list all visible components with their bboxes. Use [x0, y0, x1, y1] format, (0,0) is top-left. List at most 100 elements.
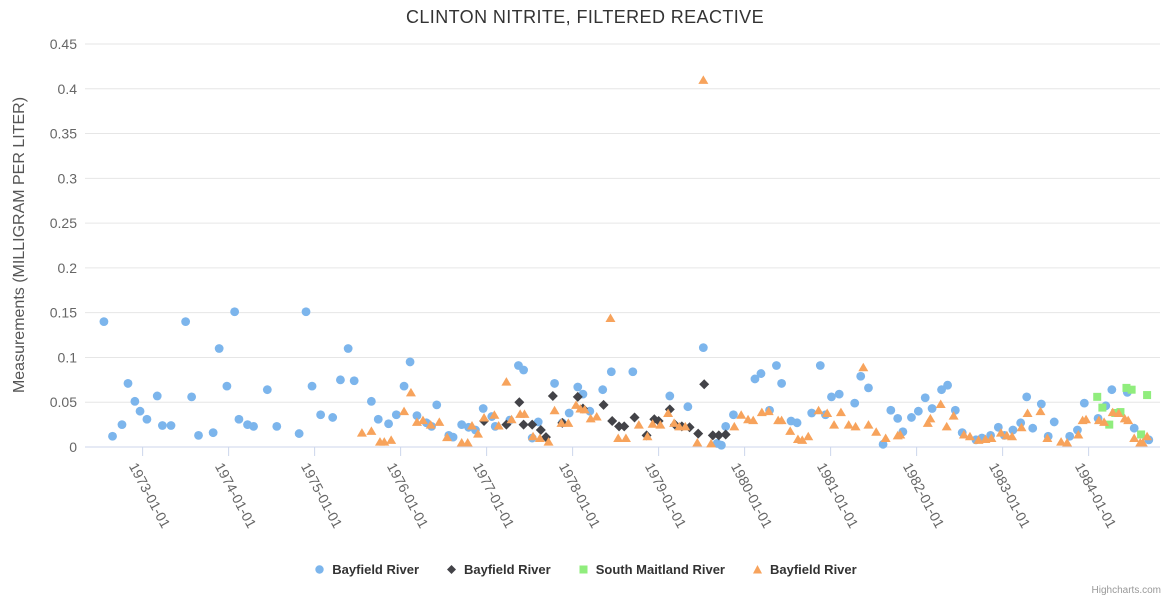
data-point[interactable]	[907, 413, 916, 422]
data-point[interactable]	[628, 367, 638, 377]
data-point[interactable]	[748, 415, 759, 425]
data-point[interactable]	[886, 405, 896, 415]
data-point[interactable]	[425, 420, 436, 429]
data-point[interactable]	[417, 415, 428, 425]
data-point[interactable]	[432, 400, 442, 410]
data-point[interactable]	[579, 404, 590, 414]
data-point[interactable]	[534, 433, 545, 443]
data-point[interactable]	[399, 381, 409, 391]
data-point[interactable]	[301, 307, 311, 317]
data-point[interactable]	[391, 410, 401, 420]
data-point[interactable]	[123, 379, 133, 388]
data-point[interactable]	[336, 375, 345, 385]
data-point[interactable]	[935, 399, 946, 409]
data-point[interactable]	[405, 387, 416, 397]
data-point[interactable]	[736, 410, 747, 419]
data-point[interactable]	[222, 381, 232, 391]
data-point[interactable]	[550, 379, 559, 388]
data-point[interactable]	[493, 421, 504, 430]
data-point[interactable]	[706, 438, 717, 448]
data-point[interactable]	[950, 405, 960, 415]
data-point[interactable]	[699, 379, 710, 390]
data-point[interactable]	[518, 419, 529, 430]
legend-item-square-2[interactable]: South Maitland River	[577, 562, 725, 577]
data-point[interactable]	[519, 409, 530, 418]
data-point[interactable]	[713, 430, 724, 441]
data-point[interactable]	[680, 421, 691, 431]
data-point[interactable]	[937, 385, 946, 395]
data-point[interactable]	[763, 406, 774, 416]
data-point[interactable]	[1049, 417, 1059, 427]
data-point[interactable]	[878, 439, 888, 449]
data-point[interactable]	[605, 313, 616, 323]
data-point[interactable]	[1143, 391, 1152, 400]
data-point[interactable]	[973, 435, 984, 444]
data-point[interactable]	[827, 392, 836, 402]
data-point[interactable]	[573, 382, 583, 392]
data-point[interactable]	[1107, 407, 1118, 417]
data-point[interactable]	[613, 433, 624, 443]
data-point[interactable]	[850, 421, 861, 431]
data-point[interactable]	[399, 406, 410, 416]
data-point[interactable]	[772, 361, 781, 370]
data-point[interactable]	[272, 422, 282, 431]
data-point[interactable]	[547, 390, 558, 401]
data-point[interactable]	[815, 361, 825, 370]
data-point[interactable]	[1007, 431, 1018, 441]
data-point[interactable]	[986, 433, 997, 443]
data-point[interactable]	[834, 389, 844, 399]
data-point[interactable]	[803, 431, 814, 441]
data-point[interactable]	[943, 380, 952, 390]
data-point[interactable]	[598, 399, 609, 410]
data-point[interactable]	[871, 427, 882, 436]
data-point[interactable]	[1137, 430, 1146, 439]
data-point[interactable]	[543, 437, 554, 446]
data-point[interactable]	[591, 412, 602, 421]
data-point[interactable]	[964, 431, 975, 441]
data-point[interactable]	[99, 317, 109, 327]
data-point[interactable]	[1016, 422, 1027, 432]
data-point[interactable]	[620, 433, 631, 443]
data-point[interactable]	[1123, 415, 1134, 425]
data-point[interactable]	[307, 381, 317, 391]
data-point[interactable]	[349, 376, 359, 386]
data-point[interactable]	[117, 420, 127, 430]
data-point[interactable]	[234, 414, 244, 424]
data-point[interactable]	[1022, 392, 1032, 402]
data-point[interactable]	[556, 418, 567, 427]
data-point[interactable]	[927, 404, 937, 413]
data-point[interactable]	[108, 431, 117, 441]
data-point[interactable]	[629, 412, 640, 423]
data-point[interactable]	[777, 379, 786, 388]
data-point[interactable]	[797, 435, 808, 444]
data-point[interactable]	[1081, 414, 1092, 424]
data-point[interactable]	[756, 407, 767, 417]
data-point[interactable]	[663, 408, 674, 417]
data-point[interactable]	[501, 377, 512, 386]
data-point[interactable]	[549, 405, 560, 415]
data-point[interactable]	[1113, 408, 1124, 417]
data-point[interactable]	[1073, 429, 1084, 439]
data-point[interactable]	[829, 420, 840, 429]
data-point[interactable]	[356, 428, 367, 437]
data-point[interactable]	[756, 369, 766, 378]
data-point[interactable]	[843, 420, 854, 429]
data-point[interactable]	[922, 418, 933, 427]
data-point[interactable]	[1098, 403, 1107, 412]
data-point[interactable]	[158, 421, 167, 430]
data-point[interactable]	[130, 396, 140, 406]
data-point[interactable]	[1079, 398, 1089, 408]
data-point[interactable]	[607, 416, 618, 427]
data-point[interactable]	[1008, 425, 1018, 435]
data-point[interactable]	[571, 400, 582, 409]
data-point[interactable]	[1022, 408, 1033, 417]
data-point[interactable]	[693, 428, 704, 439]
data-point[interactable]	[181, 317, 191, 327]
data-point[interactable]	[1105, 420, 1114, 429]
data-point[interactable]	[835, 407, 846, 417]
data-point[interactable]	[721, 422, 731, 431]
data-point[interactable]	[366, 426, 377, 435]
data-point[interactable]	[647, 419, 658, 428]
data-point[interactable]	[995, 428, 1006, 437]
data-point[interactable]	[473, 429, 484, 438]
